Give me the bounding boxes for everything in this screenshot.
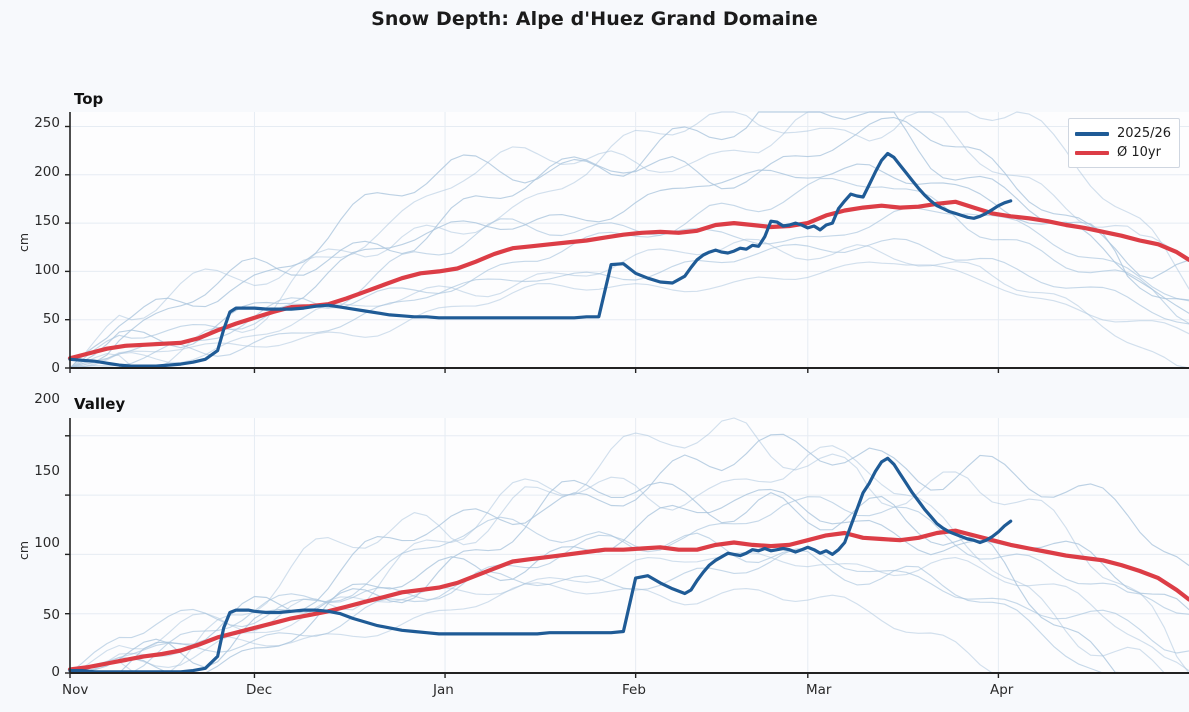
y-tick-top-100: 100 bbox=[34, 262, 60, 278]
x-tick-mar: Mar bbox=[806, 682, 832, 698]
y-tick-top-0: 0 bbox=[51, 360, 60, 376]
chart-legend: 2025/26 Ø 10yr bbox=[1068, 118, 1181, 168]
x-tick-dec: Dec bbox=[246, 682, 273, 698]
legend-item-average[interactable]: Ø 10yr bbox=[1075, 143, 1171, 162]
legend-swatch-average bbox=[1075, 150, 1109, 155]
x-tick-jan: Jan bbox=[433, 682, 454, 698]
legend-swatch-current bbox=[1075, 131, 1109, 136]
y-tick-valley-100: 100 bbox=[34, 535, 60, 551]
panel-valley bbox=[65, 417, 1189, 678]
x-tick-nov: Nov bbox=[62, 682, 89, 698]
subplot-title-top: Top bbox=[74, 90, 104, 108]
legend-label-average: Ø 10yr bbox=[1117, 145, 1161, 160]
y-tick-valley-200: 200 bbox=[34, 391, 60, 407]
x-tick-apr: Apr bbox=[990, 682, 1014, 698]
y-tick-valley-50: 50 bbox=[42, 607, 60, 623]
y-tick-top-50: 50 bbox=[42, 311, 60, 327]
y-tick-valley-0: 0 bbox=[51, 664, 60, 680]
y-tick-valley-150: 150 bbox=[34, 463, 60, 479]
legend-item-current[interactable]: 2025/26 bbox=[1075, 124, 1171, 143]
subplot-title-valley: Valley bbox=[74, 395, 126, 413]
panel-top bbox=[65, 111, 1189, 373]
y-tick-top-150: 150 bbox=[34, 213, 60, 229]
y-tick-top-250: 250 bbox=[34, 115, 60, 131]
page-title: Snow Depth: Alpe d'Huez Grand Domaine bbox=[371, 8, 818, 30]
y-tick-top-200: 200 bbox=[34, 164, 60, 180]
legend-label-current: 2025/26 bbox=[1117, 126, 1172, 141]
x-tick-feb: Feb bbox=[622, 682, 646, 698]
